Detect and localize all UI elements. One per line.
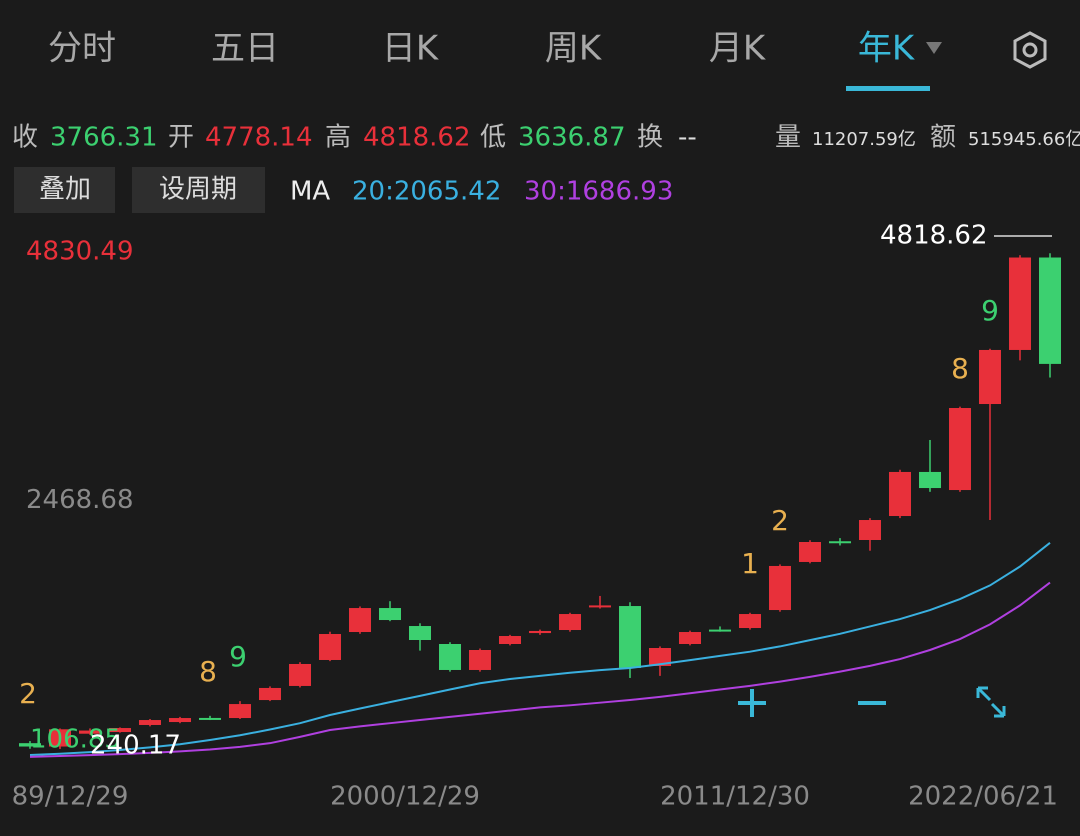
candle-body [919, 471, 941, 489]
tab-underline [846, 86, 930, 91]
signal: 9 [981, 294, 999, 327]
ma30-line [29, 581, 1051, 758]
label: 换 [637, 123, 663, 153]
candle-body [709, 629, 731, 632]
x-label: 2022/06/21 [908, 782, 1058, 812]
candle-body [349, 608, 371, 633]
volume: 11207.59亿 [812, 129, 916, 150]
candle-body [409, 626, 431, 641]
tab[interactable]: 五日 [211, 29, 279, 69]
turnover: -- [678, 123, 697, 153]
y-tick-label: 2468.68 [26, 485, 134, 515]
x-label: 2011/12/30 [660, 782, 810, 812]
signal: 8 [951, 352, 969, 385]
ma20-legend: 20:2065.42 [352, 177, 501, 207]
candle-body [559, 614, 581, 631]
candle-body [949, 408, 971, 491]
low-marker: 106.85 [30, 725, 121, 755]
candle-body [259, 687, 281, 701]
x-label: 89/12/29 [12, 782, 129, 812]
tab[interactable]: 月K [709, 29, 767, 69]
signal: 9 [229, 640, 247, 673]
button-label[interactable]: 叠加 [39, 175, 91, 205]
candle-body [979, 349, 1001, 405]
candle-body [499, 636, 521, 645]
ma20-line [29, 542, 1051, 756]
tab[interactable]: 分时 [48, 29, 116, 69]
tab[interactable]: 周K [545, 29, 603, 69]
candle-body [829, 541, 851, 544]
tab[interactable]: 日K [382, 29, 440, 69]
quote-row: 收 3766.31 开 4778.14 高 4818.62 低 3636.87 … [12, 123, 1080, 153]
candle-body [379, 608, 401, 621]
label: 低 [480, 123, 506, 153]
ma-label: MA [290, 177, 330, 207]
candle-body [1009, 257, 1031, 350]
candle-body [769, 565, 791, 611]
ma30-legend: 30:1686.93 [524, 177, 673, 207]
candle-body [79, 730, 101, 734]
tab-active[interactable]: 年K [858, 29, 916, 69]
signal: 1 [741, 547, 759, 580]
candle-body [799, 541, 821, 562]
candle-body [439, 644, 461, 670]
y-tick-label: 4830.49 [26, 237, 134, 267]
candle-body [319, 634, 341, 660]
button-label[interactable]: 设周期 [159, 175, 237, 205]
candle-body [169, 718, 191, 723]
candle-body [49, 729, 71, 747]
candle-body [469, 649, 491, 670]
signal: 2 [771, 504, 789, 537]
dropdown-arrow[interactable] [926, 42, 942, 54]
high: 4818.62 [363, 123, 471, 153]
signal: 2 [19, 677, 37, 710]
amount: 515945.66亿 [968, 129, 1080, 150]
x-label: 2000/12/29 [330, 782, 480, 812]
settings-icon[interactable] [1013, 31, 1047, 69]
annotations: 2 8 9 1 2 8 9 [19, 294, 999, 710]
candle-body [289, 663, 311, 686]
high-marker: 4818.62 [880, 221, 988, 251]
label: 收 [12, 123, 38, 153]
candle-body [139, 720, 161, 725]
button[interactable] [14, 167, 115, 213]
candle-body [19, 743, 41, 747]
label: 开 [168, 123, 194, 153]
candle-body [109, 728, 131, 733]
low: 3636.87 [518, 123, 626, 153]
tab-bar: 分时 五日 日K 周K 月K 年K [48, 29, 1047, 91]
button[interactable] [132, 167, 265, 213]
label: 量 [775, 123, 801, 153]
candle-body [739, 614, 761, 629]
candle-body [529, 630, 551, 634]
label: 额 [930, 123, 956, 153]
candle-body [589, 605, 611, 608]
candle-body [229, 704, 251, 719]
candle-body [199, 717, 221, 720]
candle-body [1039, 257, 1061, 364]
candle-body [889, 471, 911, 517]
candle-body [679, 632, 701, 645]
label: 高 [325, 123, 351, 153]
candle-body [649, 647, 671, 666]
candle-body [619, 606, 641, 668]
open: 4778.14 [205, 123, 313, 153]
signal: 8 [199, 655, 217, 688]
fullscreen[interactable] [976, 686, 1006, 718]
candle-body [859, 520, 881, 540]
low-marker: 240.17 [90, 731, 181, 761]
close: 3766.31 [50, 123, 158, 153]
zoom-in[interactable] [738, 689, 766, 717]
